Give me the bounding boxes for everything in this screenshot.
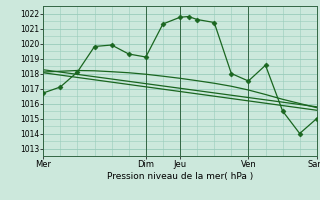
X-axis label: Pression niveau de la mer( hPa ): Pression niveau de la mer( hPa )	[107, 172, 253, 181]
